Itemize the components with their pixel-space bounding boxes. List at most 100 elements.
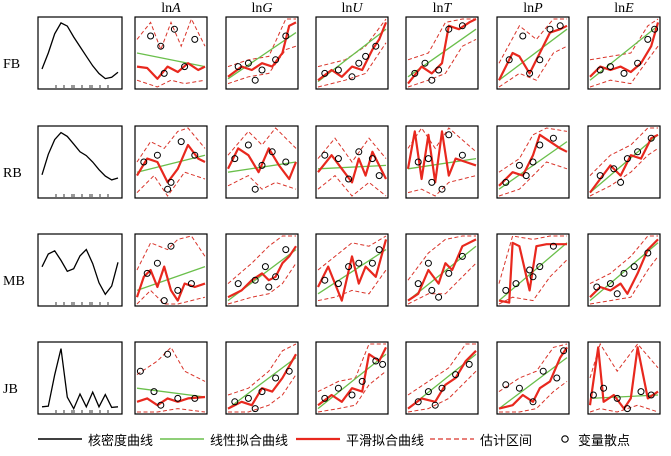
ci-lower-JB-lnP	[499, 381, 568, 413]
scatter-point-RB-lnP-2	[529, 158, 537, 166]
smooth-fit-RB-lnU	[317, 150, 387, 184]
scatter-point-FB-lnP-2	[536, 56, 544, 64]
scatter-point-MB-lnA-3	[174, 286, 182, 294]
scatter-point-JB-lnT-2	[438, 384, 446, 392]
scatter-point-MB-lnU-5	[375, 246, 383, 254]
linear-fit-FB-lnE	[589, 25, 659, 81]
scatter-point-MB-lnG-2	[261, 263, 269, 271]
scatter-point-RB-lnA-4	[191, 151, 199, 159]
scatter-point-FB-lnP-1	[519, 32, 527, 40]
smooth-fit-FB-lnU	[317, 21, 388, 82]
ci-upper-JB-lnA	[136, 346, 206, 382]
linear-fit-RB-lnG	[227, 161, 297, 173]
scatter-point-MB-lnG-4	[282, 246, 290, 254]
smooth-fit-MB-lnU	[317, 239, 388, 302]
scatter-point-RB-lnA-1	[153, 151, 161, 159]
scatter-point-MB-lnT-2	[435, 293, 443, 301]
linear-fit-MB-lnA	[136, 265, 206, 292]
smooth-fit-MB-lnG	[227, 245, 297, 299]
ci-upper-JB-lnT	[407, 343, 476, 396]
legend-label-ci: 估计区间	[480, 433, 533, 449]
scatter-point-MB-lnA-1	[153, 259, 161, 267]
ci-upper-MB-lnA	[136, 235, 206, 271]
ci-upper-JB-lnP	[498, 343, 568, 393]
scatter-point-MB-lnE-5	[613, 290, 621, 298]
linear-fit-MB-lnU	[317, 249, 387, 295]
scatter-point-RB-lnE-0	[596, 172, 604, 180]
scatter-point-RB-lnG-2	[258, 161, 266, 169]
scatter-point-MB-lnT-5	[428, 286, 436, 294]
linear-fit-FB-lnP	[498, 28, 568, 81]
scatter-point-MB-lnU-4	[368, 259, 376, 267]
linear-fit-JB-lnG	[227, 357, 297, 410]
scatter-point-FB-lnT-1	[421, 59, 429, 67]
scatter-point-MB-lnA-0	[143, 269, 151, 277]
legend: 核密度曲线 线性拟合曲线 平滑拟合曲线 估计区间 变量散点	[0, 428, 671, 450]
scatter-point-FB-lnU-2	[348, 73, 356, 81]
scatter-point-FB-lnU-1	[334, 66, 342, 74]
scatter-point-MB-lnU-2	[345, 263, 353, 271]
scatter-point-JB-lnA-3	[174, 394, 182, 402]
panel-frame-RB-lnE	[587, 125, 661, 199]
panel-frame-JB-lnE	[587, 341, 661, 415]
scatter-point-JB-lnT-1	[424, 388, 432, 396]
scatter-point-FB-lnP-0	[505, 56, 513, 64]
ci-upper-MB-lnP	[498, 235, 567, 284]
scatter-point-MB-lnT-3	[445, 269, 453, 277]
ci-lower-RB-lnT	[407, 175, 477, 197]
scatter-point-JB-lnG-3	[272, 374, 280, 382]
scatter-point-MB-lnE-1	[606, 280, 614, 288]
scatter-point-RB-lnE-3	[634, 148, 642, 156]
density-curve-RB	[41, 131, 119, 181]
scatter-point-FB-lnE-3	[634, 59, 642, 67]
column-header-lnU: lnU	[341, 1, 363, 16]
scatter-point-JB-lnE-4	[637, 388, 645, 396]
smooth-swatch	[296, 437, 340, 441]
panel-frame-JB-lnP	[496, 341, 570, 415]
scatter-point-MB-lnA-4	[187, 280, 195, 288]
row-label-JB: JB	[3, 382, 18, 397]
density-frame-RB	[37, 125, 123, 199]
scatter-point-MB-lnU-0	[321, 276, 329, 284]
density-swatch	[38, 438, 82, 440]
scatter-point-FB-lnG-0	[234, 63, 242, 71]
ci-swatch	[430, 438, 474, 440]
column-header-lnG: lnG	[251, 1, 272, 16]
scatter-point-RB-lnG-4	[282, 158, 290, 166]
density-curve-JB	[41, 348, 119, 411]
panel-frame-MB-lnG	[225, 233, 299, 307]
scatter-point-JB-lnG-0	[231, 398, 239, 406]
scatter-point-FB-lnA-1	[157, 42, 165, 50]
scatter-point-MB-lnG-0	[234, 280, 242, 288]
scatter-point-FB-lnT-2	[435, 66, 443, 74]
scatter-point-RB-lnP-4	[549, 134, 557, 142]
scatter-point-FB-lnT-4	[458, 22, 466, 30]
scatter-point-FB-lnG-5	[251, 76, 259, 84]
scatter-point-RB-lnT-1	[424, 155, 432, 163]
smooth-fit-FB-lnT	[407, 18, 477, 85]
scatter-point-FB-lnE-2	[620, 69, 628, 77]
scatter-point-JB-lnA-5	[157, 401, 165, 409]
scatter-point-RB-lnP-0	[502, 178, 510, 186]
density-curve-MB	[41, 248, 119, 296]
scatter-point-MB-lnP-2	[526, 266, 534, 274]
ci-lower-MB-lnT	[407, 262, 477, 305]
smooth-fit-MB-lnA	[135, 265, 206, 302]
panel-frame-FB-lnU	[315, 16, 389, 90]
legend-item-linear: 线性拟合曲线	[160, 428, 288, 450]
scatter-point-RB-lnG-1	[244, 141, 252, 149]
scatter-point-FB-lnT-3	[445, 25, 453, 33]
scatter-point-RB-lnE-1	[610, 165, 618, 173]
scatter-point-JB-lnA-1	[150, 388, 158, 396]
scatter-point-FB-lnA-2	[170, 25, 178, 33]
row-label-RB: RB	[3, 166, 22, 181]
scatter-point-RB-lnU-3	[355, 148, 363, 156]
ci-lower-RB-lnE	[589, 147, 659, 197]
scatter-point-FB-lnU-4	[372, 42, 380, 50]
scatter-point-MB-lnT-4	[458, 252, 466, 260]
smooth-fit-JB-lnA	[136, 395, 206, 407]
ci-lower-JB-lnA	[137, 408, 206, 413]
legend-item-density: 核密度曲线	[38, 428, 153, 450]
ci-lower-JB-lnU	[317, 370, 387, 413]
ci-upper-FB-lnP	[498, 18, 567, 64]
